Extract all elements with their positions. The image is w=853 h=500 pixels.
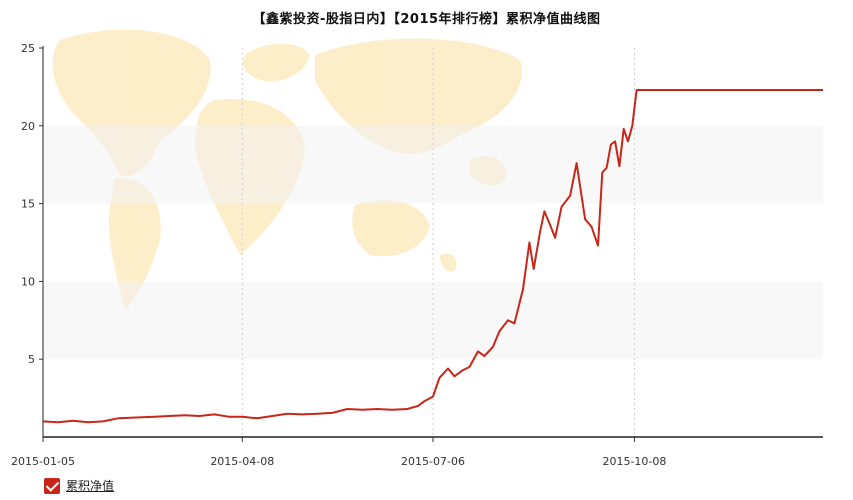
legend[interactable]: 累积净值 xyxy=(44,477,114,494)
x-tick-label: 2015-07-06 xyxy=(401,455,465,468)
series-line-cumulative-nav xyxy=(43,89,823,424)
x-tick-label: 2015-10-08 xyxy=(602,455,666,468)
x-tick-label: 2015-04-08 xyxy=(210,455,274,468)
y-tick-label: 10 xyxy=(21,275,35,288)
y-tick-label: 15 xyxy=(21,198,35,211)
legend-checkbox-icon[interactable] xyxy=(44,477,60,494)
y-tick-label: 20 xyxy=(21,120,35,133)
legend-label[interactable]: 累积净值 xyxy=(66,479,115,493)
y-tick-label: 5 xyxy=(28,353,35,366)
y-tick-label: 25 xyxy=(21,42,35,55)
chart-title: 【鑫紫投资-股指日内】【2015年排行榜】累积净值曲线图 xyxy=(252,12,601,27)
x-tick-label: 2015-01-05 xyxy=(11,455,75,468)
